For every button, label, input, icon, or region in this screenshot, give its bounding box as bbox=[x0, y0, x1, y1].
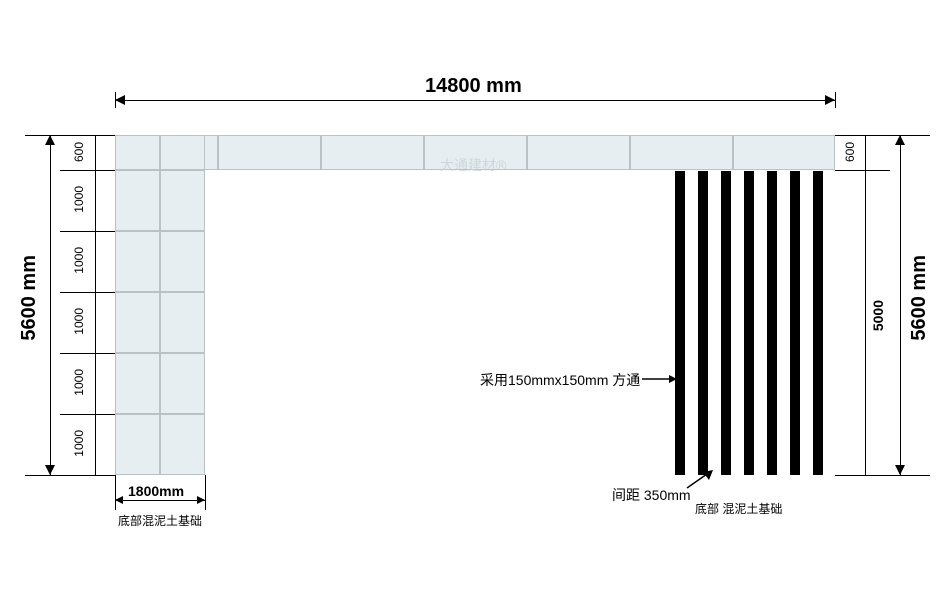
spacing-note-arrow bbox=[685, 470, 715, 490]
left-tick-4 bbox=[60, 353, 115, 354]
diagram-stage: 14800 mm 5600 mm 600 1000 1000 1000 1000… bbox=[0, 0, 950, 603]
leftcol-r3-c1 bbox=[160, 292, 205, 353]
left-tick-label-1: 1000 bbox=[72, 186, 86, 213]
top-band-seg-1 bbox=[218, 135, 321, 170]
top-band-seg-2 bbox=[321, 135, 424, 170]
vbar-5 bbox=[790, 171, 800, 475]
left-tick-1 bbox=[60, 170, 115, 171]
vbar-3 bbox=[744, 171, 754, 475]
left-tick-label-4: 1000 bbox=[72, 369, 86, 396]
right-tick-1 bbox=[835, 170, 890, 171]
vbar-6 bbox=[813, 171, 823, 475]
left-outer-arrow-top bbox=[45, 135, 55, 145]
bottom-left-tick-b bbox=[205, 475, 206, 510]
leftcol-r1-c0 bbox=[115, 170, 160, 231]
left-tick-label-3: 1000 bbox=[72, 308, 86, 335]
bottom-left-arrow-r bbox=[197, 496, 205, 504]
left-tick-label-2: 1000 bbox=[72, 247, 86, 274]
leftcol-r2-c1 bbox=[160, 231, 205, 292]
leftcol-r5-c0 bbox=[115, 414, 160, 475]
tube-note-label: 采用150mmx150mm 方通 bbox=[480, 370, 640, 390]
spacing-note-label: 间距 350mm bbox=[612, 485, 691, 505]
leftcol-r2-c0 bbox=[115, 231, 160, 292]
right-tick-2 bbox=[835, 475, 890, 476]
vbar-1 bbox=[698, 171, 708, 475]
bottom-left-width-label: 1800mm bbox=[128, 483, 184, 499]
left-tick-0 bbox=[60, 135, 115, 136]
bottom-left-tick-a bbox=[115, 475, 116, 510]
top-dim-arrow-left bbox=[115, 95, 125, 105]
leftcol-r0-c0 bbox=[115, 135, 160, 170]
right-inner-dim-line bbox=[865, 135, 866, 475]
left-tick-label-5: 1000 bbox=[72, 430, 86, 457]
right-tick-label-600: 600 bbox=[843, 142, 857, 162]
watermark-text: 大通建材® bbox=[440, 155, 506, 175]
vbar-4 bbox=[767, 171, 777, 475]
right-outer-dim-line bbox=[900, 135, 901, 475]
leftcol-r1-c1 bbox=[160, 170, 205, 231]
leftcol-r3-c0 bbox=[115, 292, 160, 353]
bottom-left-arrow-l bbox=[115, 496, 123, 504]
top-dim-arrow-right bbox=[825, 95, 835, 105]
right-outer-arrow-bot bbox=[895, 465, 905, 475]
leftcol-r4-c1 bbox=[160, 353, 205, 414]
right-total-label: 5600 mm bbox=[908, 255, 931, 341]
left-inner-dim-line bbox=[95, 135, 96, 475]
tube-note-arrow bbox=[642, 373, 677, 385]
right-outer-arrow-top bbox=[895, 135, 905, 145]
top-band-seg-4 bbox=[527, 135, 630, 170]
bottom-left-note: 底部混泥土基础 bbox=[118, 512, 202, 529]
bottom-right-note: 底部 混泥土基础 bbox=[695, 500, 782, 517]
top-band-seg-6 bbox=[733, 135, 835, 170]
top-dim-tick-right bbox=[835, 92, 836, 108]
left-outer-arrow-bot bbox=[45, 465, 55, 475]
left-outer-dim-line bbox=[50, 135, 51, 475]
leftcol-r4-c0 bbox=[115, 353, 160, 414]
right-inner-label-5000: 5000 bbox=[870, 300, 886, 331]
left-tick-label-0: 600 bbox=[72, 142, 86, 162]
right-tick-0 bbox=[835, 135, 890, 136]
leftcol-r0-c1 bbox=[160, 135, 205, 170]
left-tick-3 bbox=[60, 292, 115, 293]
vbar-0 bbox=[675, 171, 685, 475]
left-tick-5 bbox=[60, 414, 115, 415]
left-tick-6 bbox=[60, 475, 115, 476]
leftcol-r5-c1 bbox=[160, 414, 205, 475]
top-dim-line bbox=[115, 100, 835, 101]
top-band-seg-5 bbox=[630, 135, 733, 170]
top-dim-label: 14800 mm bbox=[425, 75, 522, 98]
bottom-left-dim-line bbox=[115, 500, 205, 501]
left-tick-2 bbox=[60, 231, 115, 232]
left-total-label: 5600 mm bbox=[18, 255, 41, 341]
vbar-2 bbox=[721, 171, 731, 475]
